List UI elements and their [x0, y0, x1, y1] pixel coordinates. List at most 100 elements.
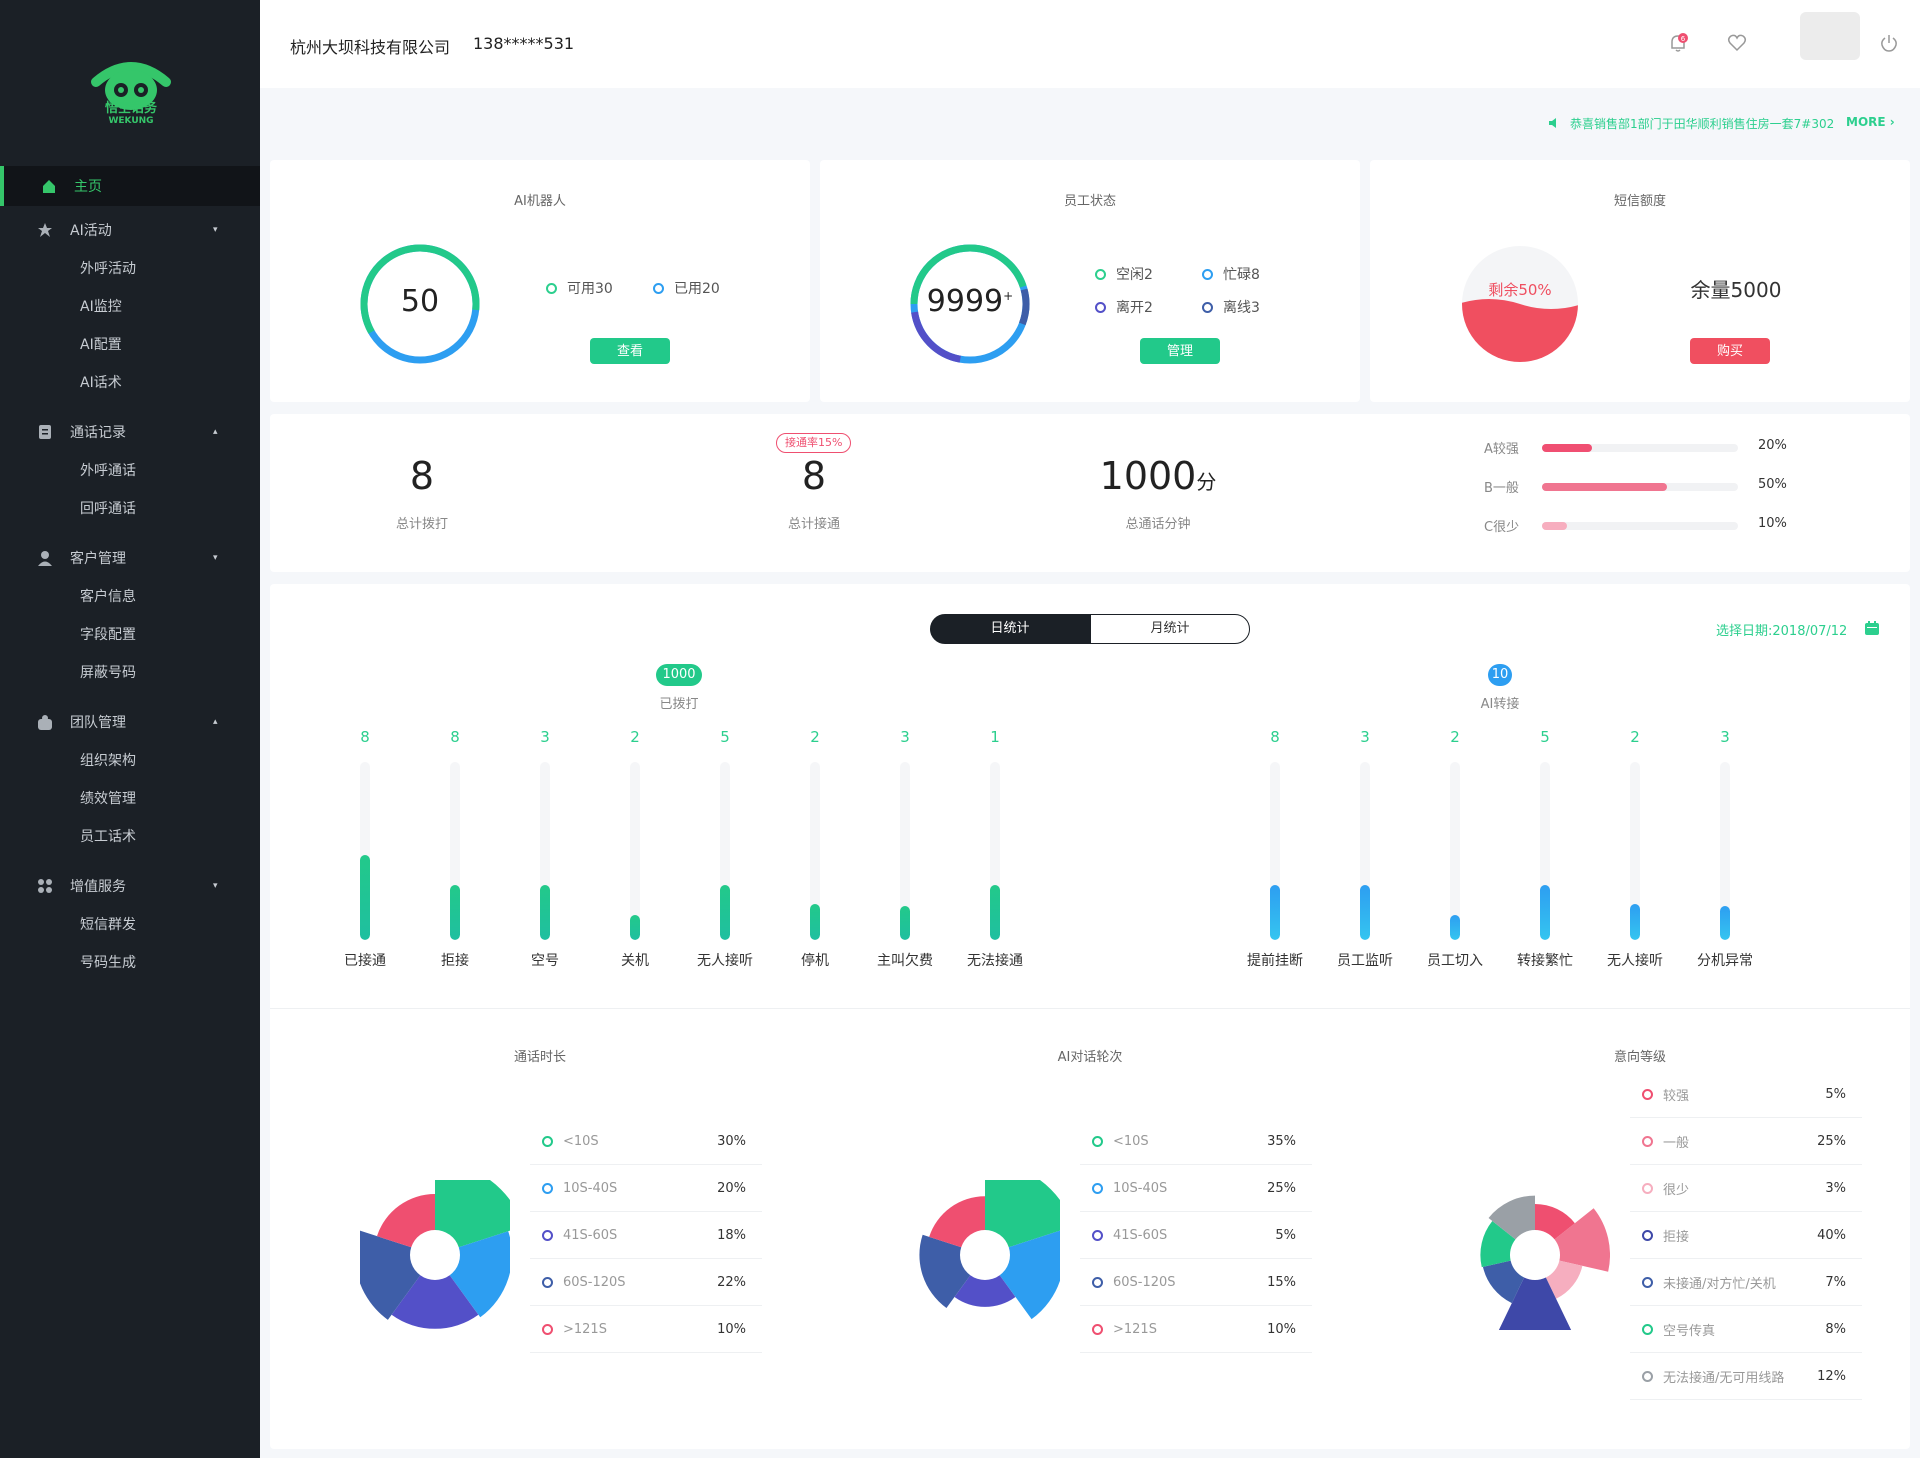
divider: [270, 1008, 1910, 1009]
bar-count: 5: [720, 728, 730, 746]
notice-text[interactable]: 恭喜销售部1部门于田华顺利销售住房一套7#302: [1570, 117, 1835, 131]
offline-dot: [1202, 301, 1213, 313]
notice-more-link[interactable]: MORE ›: [1846, 115, 1895, 129]
top-bar: 杭州大坝科技有限公司 138*****531 6: [260, 0, 1920, 88]
avatar[interactable]: [1800, 12, 1860, 60]
sidebar-item-1[interactable]: AI活动 ▾: [0, 210, 260, 250]
sidebar-item-2[interactable]: 通话记录 ▴: [0, 412, 260, 452]
bar-label: 无人接听: [697, 953, 753, 969]
submenu-item[interactable]: AI监控: [80, 299, 122, 315]
bar-fill: [450, 885, 460, 940]
bar-label: 员工监听: [1337, 953, 1393, 969]
bar-label: 停机: [801, 953, 829, 969]
view-button[interactable]: 查看: [590, 338, 670, 364]
legend-row: 60S-120S 22%: [530, 1259, 762, 1306]
bar-label: 员工切入: [1427, 953, 1483, 969]
caret-icon[interactable]: ▾: [213, 881, 218, 891]
submenu-item[interactable]: 绩效管理: [80, 791, 136, 807]
caret-icon[interactable]: ▾: [213, 553, 218, 563]
legend-row: 空号传真 8%: [1630, 1306, 1862, 1353]
date-picker[interactable]: 选择日期:2018/07/12: [1716, 624, 1848, 639]
bar-track: [1360, 762, 1370, 940]
caret-icon[interactable]: ▴: [213, 717, 218, 727]
sidebar-item-label: 增值服务: [70, 879, 126, 895]
legend-label: <10S: [1113, 1133, 1149, 1149]
legend-dot: [542, 1276, 553, 1288]
legend-dot: [1642, 1323, 1653, 1335]
legend-label: 41S-60S: [563, 1227, 618, 1243]
logo-icon: [91, 62, 171, 110]
legend-label: >121S: [1113, 1321, 1157, 1337]
minutes-total: 1000分: [1058, 454, 1258, 498]
calendar-icon[interactable]: [1864, 620, 1880, 636]
legend-label: 60S-120S: [563, 1274, 626, 1290]
rounds-slice: [919, 1234, 971, 1309]
tab-day[interactable]: 日统计: [930, 614, 1090, 644]
grade-fill: [1542, 522, 1567, 530]
busy-label: 忙碌8: [1223, 267, 1260, 283]
duration-slice: [449, 1231, 510, 1318]
bar-track: [1450, 762, 1460, 940]
speaker-icon: [1549, 118, 1556, 128]
sidebar-item-4[interactable]: 团队管理 ▴: [0, 702, 260, 742]
legend-available: 可用30: [546, 278, 613, 298]
bar-fill: [630, 915, 640, 940]
more-label: MORE: [1846, 115, 1886, 129]
minutes-unit: 分: [1196, 470, 1217, 494]
bar-count: 2: [810, 728, 820, 746]
sidebar-item-3[interactable]: 客户管理 ▾: [0, 538, 260, 578]
legend-row: 10S-40S 25%: [1080, 1165, 1312, 1212]
grade-fill: [1542, 444, 1592, 452]
bar-label: 分机异常: [1697, 953, 1753, 969]
bar-count: 8: [360, 728, 370, 746]
legend-row: 41S-60S 5%: [1080, 1212, 1312, 1259]
legend-dot: [1642, 1182, 1653, 1194]
submenu-item[interactable]: 客户信息: [80, 589, 136, 605]
sidebar-item-0[interactable]: 主页: [0, 166, 260, 206]
submenu-item[interactable]: 屏蔽号码: [80, 665, 136, 681]
heart-icon[interactable]: [1726, 32, 1748, 54]
sms-quota-card: 短信额度 剩余50% 余量5000 购买: [1370, 160, 1910, 402]
legend-dot: [542, 1135, 553, 1147]
submenu-item[interactable]: 字段配置: [80, 627, 136, 643]
logo-subtext: WEKUNG: [108, 116, 154, 126]
bar-label: 已接通: [344, 953, 386, 969]
manage-button[interactable]: 管理: [1140, 338, 1220, 364]
caret-icon[interactable]: ▾: [213, 225, 218, 235]
used-label: 已用20: [674, 281, 720, 297]
submenu-item[interactable]: 外呼活动: [80, 261, 136, 277]
grade-label: A较强: [1484, 442, 1519, 457]
tab-month[interactable]: 月统计: [1090, 614, 1250, 644]
legend-label: 60S-120S: [1113, 1274, 1176, 1290]
buy-button[interactable]: 购买: [1690, 338, 1770, 364]
idle-label: 空闲2: [1116, 267, 1153, 283]
submenu-item[interactable]: 组织架构: [80, 753, 136, 769]
staff-status-title: 员工状态: [1063, 194, 1116, 209]
legend-value: 30%: [717, 1133, 746, 1149]
minutes-label: 总通话分钟: [1125, 517, 1191, 532]
legend-dot: [1092, 1276, 1103, 1288]
submenu-item[interactable]: 员工话术: [80, 829, 136, 845]
legend-label: 41S-60S: [1113, 1227, 1168, 1243]
bell-icon[interactable]: 6: [1667, 32, 1689, 54]
stats-card: 8 总计拨打 接通率15% 8 总计接通 1000分 总通话分钟 A较强 20% B…: [270, 414, 1910, 572]
star-icon: [36, 221, 54, 239]
caret-icon[interactable]: ▴: [213, 427, 218, 437]
submenu-item[interactable]: 号码生成: [80, 955, 136, 971]
submenu-item[interactable]: 外呼通话: [80, 463, 136, 479]
submenu-item[interactable]: 短信群发: [80, 917, 136, 933]
submenu-item[interactable]: 回呼通话: [80, 501, 136, 517]
legend-label: 10S-40S: [1113, 1180, 1168, 1196]
legend-dot: [542, 1229, 553, 1241]
company-name: 杭州大坝科技有限公司: [290, 38, 451, 57]
legend-value: 22%: [717, 1274, 746, 1290]
ai-robot-title: AI机器人: [514, 194, 566, 209]
sidebar-item-5[interactable]: 增值服务 ▾: [0, 866, 260, 906]
grade-percent: 20%: [1758, 438, 1787, 453]
legend-dot: [1642, 1370, 1653, 1382]
submenu-item[interactable]: AI话术: [80, 375, 122, 391]
submenu-item[interactable]: AI配置: [80, 337, 122, 353]
bar-fill: [540, 885, 550, 940]
bar-count: 8: [450, 728, 460, 746]
power-icon[interactable]: [1878, 32, 1900, 54]
